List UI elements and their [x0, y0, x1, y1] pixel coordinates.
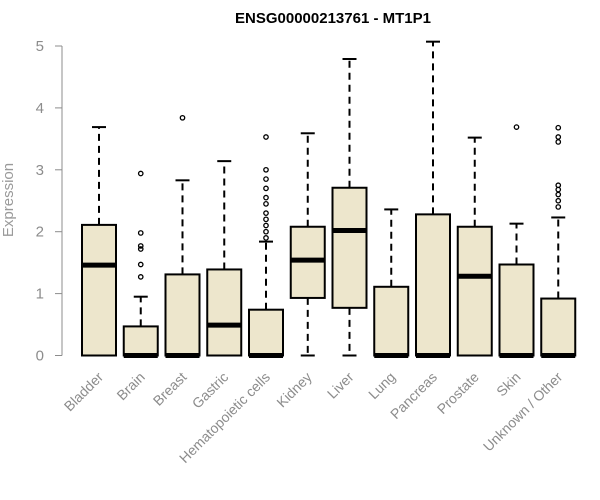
outlier-point	[263, 200, 269, 207]
outlier-point	[263, 222, 269, 229]
outlier-point	[137, 170, 144, 177]
outlier-point	[137, 261, 144, 268]
outlier-point	[263, 134, 269, 140]
box-brain	[122, 170, 159, 358]
outlier-point	[263, 185, 269, 192]
x-tick-label: Prostate	[434, 369, 482, 417]
iqr-box	[248, 308, 284, 357]
y-tick-label: 1	[36, 286, 44, 303]
box-pancreas	[415, 40, 451, 358]
iqr-box	[498, 263, 535, 357]
outlier-point	[137, 230, 144, 236]
box-kidney	[289, 132, 326, 357]
x-tick-label: Liver	[324, 369, 357, 402]
box-lung	[373, 208, 410, 358]
chart-title: ENSG00000213761 - MT1P1	[235, 10, 431, 27]
iqr-box	[415, 213, 451, 357]
iqr-box	[540, 297, 577, 357]
y-tick-label: 0	[36, 348, 44, 365]
outlier-point	[263, 216, 269, 223]
iqr-box	[206, 268, 243, 357]
outlier-point	[555, 139, 562, 145]
y-axis-label: Expression	[0, 163, 17, 237]
x-tick-label: Skin	[493, 369, 524, 400]
x-tick-label: Bladder	[61, 369, 107, 415]
outlier-point	[555, 197, 562, 204]
y-tick-label: 3	[36, 162, 44, 179]
box-liver	[331, 57, 368, 357]
iqr-box	[122, 325, 159, 357]
y-tick-label: 2	[36, 224, 44, 241]
outlier-point	[513, 124, 520, 130]
iqr-box	[456, 225, 493, 357]
outlier-point	[137, 243, 144, 249]
x-tick-label: Brain	[113, 369, 147, 403]
outlier-point	[555, 204, 562, 210]
x-tick-label: Lung	[365, 369, 398, 402]
outlier-point	[263, 210, 269, 216]
box-hematopoietic-cells	[248, 134, 284, 358]
box-skin	[498, 124, 535, 358]
outlier-point	[137, 274, 144, 280]
outlier-point	[555, 124, 562, 131]
box-gastric	[206, 160, 243, 357]
outlier-point	[263, 194, 269, 201]
outlier-point	[555, 134, 562, 140]
outlier-point	[179, 114, 186, 121]
x-tick-label: Breast	[150, 369, 190, 409]
box-unknown-other	[540, 124, 577, 358]
iqr-box	[164, 273, 201, 357]
y-tick-label: 5	[36, 38, 44, 55]
outlier-point	[555, 182, 562, 189]
x-tick-label: Unknown / Other	[480, 369, 566, 455]
box-series	[81, 40, 577, 358]
y-axis: 0 1 2 3 4 5	[36, 38, 63, 365]
outlier-point	[263, 228, 269, 235]
outlier-point	[263, 235, 269, 241]
iqr-box	[81, 223, 117, 357]
outlier-point	[555, 191, 562, 198]
box-prostate	[456, 136, 493, 357]
y-tick-label: 4	[36, 100, 44, 117]
outlier-point	[137, 246, 144, 252]
box-breast	[164, 114, 201, 358]
iqr-box	[331, 186, 368, 309]
iqr-box	[373, 285, 410, 357]
box-bladder	[81, 126, 117, 357]
outlier-point	[263, 176, 269, 182]
x-tick-label: Kidney	[273, 369, 315, 411]
outlier-point	[263, 166, 269, 173]
